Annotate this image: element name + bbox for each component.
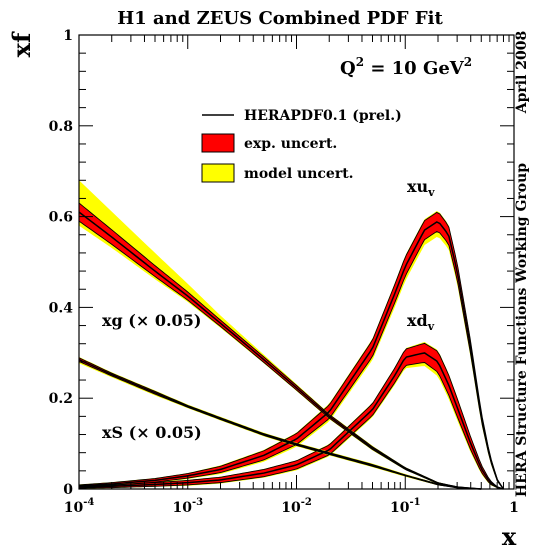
y-tick-label: 1	[63, 28, 73, 44]
legend-swatch-model	[201, 163, 235, 183]
x-tick-label: 1	[509, 500, 519, 516]
xuv-exp-band	[79, 212, 504, 489]
y-tick-label: 0.6	[49, 210, 73, 226]
label-xs: xS (× 0.05)	[102, 423, 202, 442]
xg-central-line	[78, 211, 482, 490]
legend-label-central: HERAPDF0.1 (prel.)	[244, 108, 402, 124]
legend-swatch-exp	[201, 133, 235, 153]
xdv-central-line	[78, 352, 504, 490]
y-tick-label: 0.4	[49, 300, 74, 316]
y-tick-label: 0	[63, 482, 73, 498]
label-xuv: xuv	[407, 177, 435, 199]
x-tick-label: 10-1	[390, 497, 421, 516]
central-curves	[78, 202, 505, 490]
y-axis-label: xf	[7, 31, 36, 57]
x-axis-label: x	[502, 522, 517, 551]
x-tick-label: 10-2	[281, 497, 312, 516]
side-label-group: HERA Structure Functions Working Group	[514, 163, 530, 497]
label-xdv: xdv	[407, 311, 435, 333]
chart-title: H1 and ZEUS Combined PDF Fit	[117, 8, 443, 29]
xdv-exp-upper-edge	[78, 342, 504, 490]
legend: HERAPDF0.1 (prel.) exp. uncert. model un…	[201, 108, 402, 183]
xs-central-line	[78, 358, 482, 490]
y-tick-label: 0.8	[49, 119, 73, 135]
side-label-date: April 2008	[514, 31, 530, 115]
y-tick-label: 0.2	[49, 391, 73, 407]
legend-label-exp: exp. uncert.	[244, 136, 337, 152]
label-xg: xg (× 0.05)	[102, 311, 201, 330]
xuv-exp-upper-edge	[78, 211, 504, 490]
x-tick-label: 10-3	[172, 497, 203, 516]
q2-label: Q2 = 10 GeV2	[340, 55, 472, 79]
x-tick-label: 10-4	[64, 497, 95, 516]
plot-frame	[78, 34, 515, 490]
xdv-exp-lower-edge	[78, 362, 504, 490]
legend-label-model: model uncert.	[244, 166, 354, 182]
